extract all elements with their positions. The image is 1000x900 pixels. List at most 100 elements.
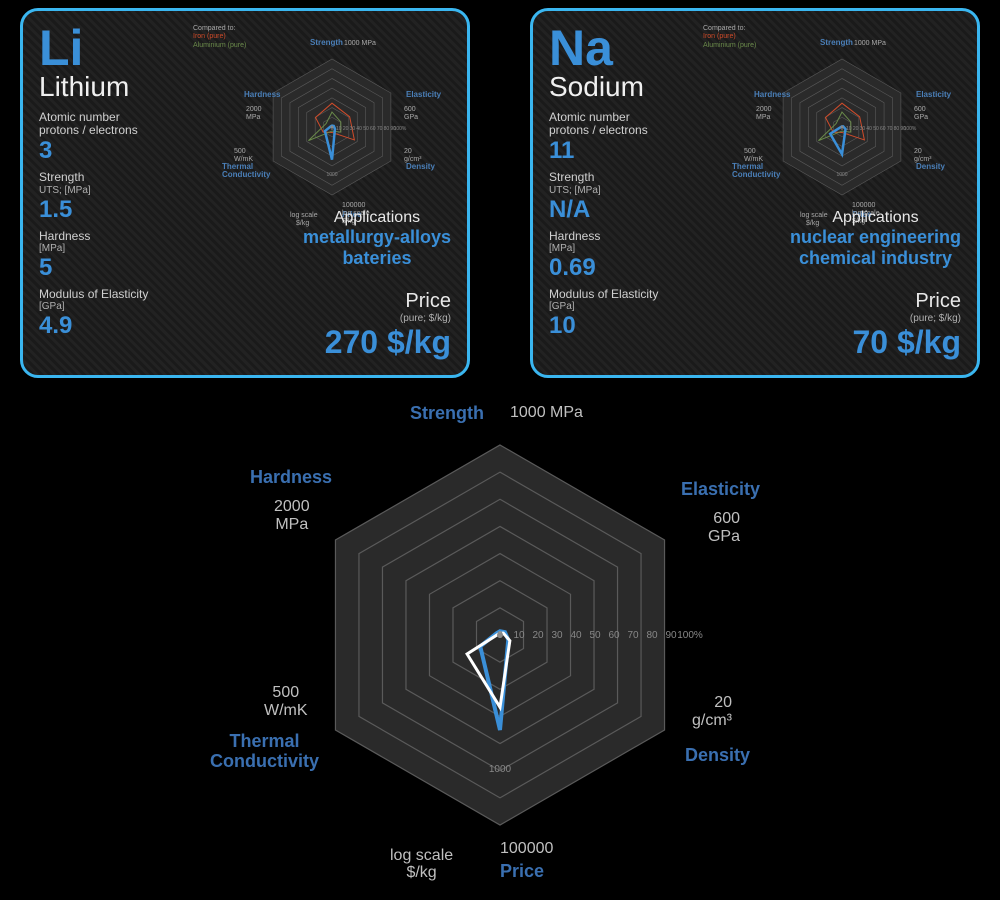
svg-text:GPa: GPa [914, 114, 928, 121]
svg-text:W/mK: W/mK [234, 156, 253, 163]
axis-strength-unit: 1000 MPa [510, 404, 583, 422]
svg-text:60: 60 [880, 126, 886, 132]
mini-radar-lithium: 0102030405060708090100%1000Strength1000 … [207, 17, 457, 227]
svg-text:50: 50 [363, 126, 369, 132]
svg-text:1000: 1000 [836, 172, 847, 178]
modulus-value: 4.9 [39, 314, 224, 338]
svg-text:Strength: Strength [820, 38, 853, 47]
svg-text:Elasticity: Elasticity [916, 90, 952, 99]
element-name: Sodium [549, 71, 734, 103]
price-value: 70 $/kg [790, 324, 961, 361]
svg-text:50: 50 [589, 630, 601, 641]
axis-thermal-unit: 500 W/mK [264, 684, 308, 719]
hardness-value: 5 [39, 256, 224, 280]
large-radar: 0102030405060708090100%1000 Strength 100… [200, 410, 800, 880]
svg-text:30: 30 [551, 630, 563, 641]
modulus-label: Modulus of Elasticity [549, 288, 734, 301]
modulus-sublabel: [GPa] [549, 301, 734, 312]
svg-text:20: 20 [343, 126, 349, 132]
axis-density-unit: 20 g/cm³ [692, 694, 732, 729]
svg-text:g/cm³: g/cm³ [914, 156, 932, 163]
svg-text:600: 600 [404, 106, 416, 113]
strength-label: Strength [39, 171, 224, 184]
svg-text:1000: 1000 [489, 764, 512, 775]
price-label: Price [790, 290, 961, 313]
axis-strength: Strength [410, 404, 484, 424]
svg-text:100%: 100% [904, 126, 917, 132]
axis-price: Price [500, 862, 544, 882]
hardness-label: Hardness [39, 230, 224, 243]
axis-density: Density [685, 746, 750, 766]
mini-radar-sodium: 0102030405060708090100%1000Strength1000 … [717, 17, 967, 227]
applications-label: Applications [303, 209, 451, 227]
modulus-value: 10 [549, 314, 734, 338]
svg-text:MPa: MPa [756, 114, 771, 121]
svg-text:100%: 100% [394, 126, 407, 132]
cards-row: Li Lithium Atomic number protons / elect… [0, 0, 1000, 378]
atomic-value: 11 [549, 139, 734, 163]
axis-price-unit-1: 100000 [500, 840, 553, 858]
applications-value: metallurgy-alloys bateries [303, 227, 451, 270]
svg-text:20: 20 [853, 126, 859, 132]
applications-label: Applications [790, 209, 961, 227]
hardness-sublabel: [MPa] [39, 243, 224, 254]
svg-text:Strength: Strength [310, 38, 343, 47]
axis-price-unit-2: log scale$/kg [390, 847, 453, 882]
svg-text:20: 20 [404, 148, 412, 155]
atomic-value: 3 [39, 139, 224, 163]
svg-text:2000: 2000 [756, 106, 772, 113]
price-sublabel: (pure; $/kg) [303, 313, 451, 324]
svg-text:1000 MPa: 1000 MPa [344, 40, 376, 47]
svg-text:60: 60 [370, 126, 376, 132]
svg-text:1000 MPa: 1000 MPa [854, 40, 886, 47]
price-sublabel: (pure; $/kg) [790, 313, 961, 324]
svg-text:Conductivity: Conductivity [732, 170, 781, 179]
hardness-value: 0.69 [549, 256, 734, 280]
axis-thermal: ThermalConductivity [210, 732, 319, 772]
svg-text:GPa: GPa [404, 114, 418, 121]
svg-text:60: 60 [608, 630, 620, 641]
element-card-lithium: Li Lithium Atomic number protons / elect… [20, 8, 470, 378]
svg-text:10: 10 [846, 126, 852, 132]
svg-text:80: 80 [894, 126, 900, 132]
modulus-sublabel: [GPa] [39, 301, 224, 312]
axis-hardness-unit: 2000 MPa [274, 498, 310, 533]
svg-text:70: 70 [627, 630, 639, 641]
axis-elasticity-unit: 600 GPa [708, 510, 740, 545]
svg-text:70: 70 [377, 126, 383, 132]
strength-sublabel: UTS; [MPa] [549, 185, 734, 196]
svg-text:500: 500 [234, 148, 246, 155]
applications-value: nuclear engineering chemical industry [790, 227, 961, 270]
svg-text:20: 20 [914, 148, 922, 155]
svg-text:500: 500 [744, 148, 756, 155]
svg-text:600: 600 [914, 106, 926, 113]
svg-text:Elasticity: Elasticity [406, 90, 442, 99]
svg-text:80: 80 [646, 630, 658, 641]
svg-text:10: 10 [336, 126, 342, 132]
svg-text:Conductivity: Conductivity [222, 170, 271, 179]
atomic-label: Atomic number protons / electrons [549, 111, 734, 137]
svg-text:30: 30 [860, 126, 866, 132]
svg-text:90: 90 [665, 630, 677, 641]
svg-text:80: 80 [384, 126, 390, 132]
hardness-sublabel: [MPa] [549, 243, 734, 254]
svg-text:Hardness: Hardness [244, 90, 281, 99]
svg-text:40: 40 [570, 630, 582, 641]
price-label: Price [303, 290, 451, 313]
svg-text:40: 40 [866, 126, 872, 132]
svg-text:Hardness: Hardness [754, 90, 791, 99]
hardness-label: Hardness [549, 230, 734, 243]
svg-text:1000: 1000 [326, 172, 337, 178]
svg-text:W/mK: W/mK [744, 156, 763, 163]
element-card-sodium: Na Sodium Atomic number protons / electr… [530, 8, 980, 378]
svg-text:MPa: MPa [246, 114, 261, 121]
svg-text:Density: Density [916, 162, 945, 171]
price-value: 270 $/kg [303, 324, 451, 361]
element-name: Lithium [39, 71, 224, 103]
strength-sublabel: UTS; [MPa] [39, 185, 224, 196]
svg-text:10: 10 [513, 630, 525, 641]
axis-elasticity: Elasticity [681, 480, 760, 500]
svg-text:100%: 100% [677, 630, 703, 641]
svg-text:70: 70 [887, 126, 893, 132]
svg-text:30: 30 [350, 126, 356, 132]
